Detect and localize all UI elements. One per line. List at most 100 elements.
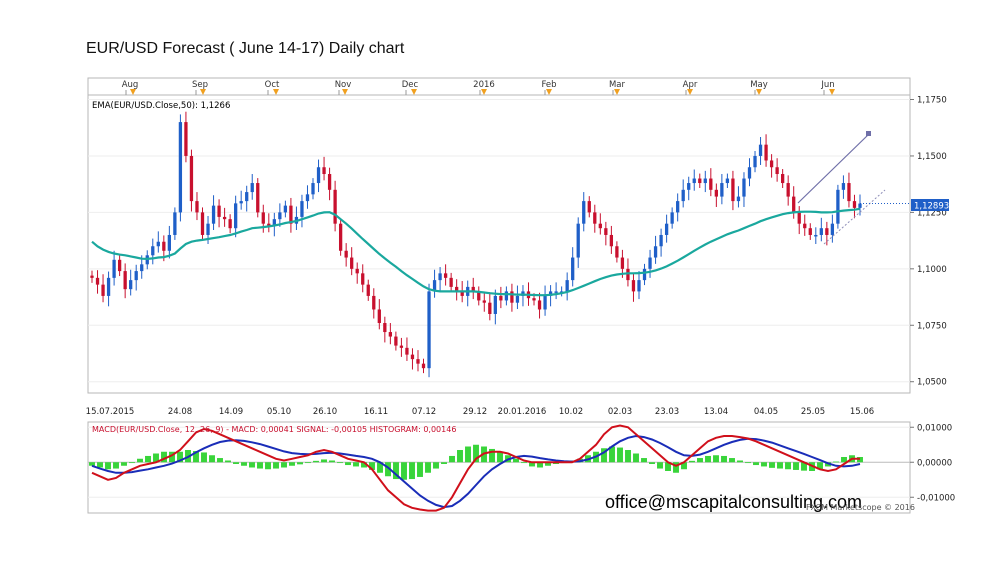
- price-plot-area: [87, 94, 911, 394]
- candle-body: [101, 284, 105, 296]
- histogram-bar: [601, 448, 607, 463]
- histogram-bar: [433, 462, 439, 469]
- candle-body: [753, 155, 757, 168]
- histogram-bar: [305, 462, 311, 464]
- event-marker[interactable]: [273, 89, 279, 95]
- date-label: 26.10: [313, 407, 337, 417]
- date-label: 04.05: [754, 407, 778, 417]
- candle-body: [316, 167, 321, 184]
- histogram-bar: [841, 457, 847, 463]
- candle-body: [642, 268, 647, 281]
- candle-body: [515, 295, 520, 303]
- candle-body: [289, 205, 293, 224]
- histogram-bar: [201, 452, 207, 463]
- histogram-bar: [209, 455, 215, 463]
- candle-body: [388, 332, 393, 337]
- candle-body: [825, 228, 829, 235]
- histogram-bar: [753, 462, 759, 466]
- candle-body: [703, 178, 707, 184]
- histogram-bar: [817, 462, 823, 470]
- histogram-bar: [313, 460, 319, 463]
- candle-body: [162, 241, 166, 251]
- candle-body: [167, 234, 171, 251]
- macd-tick-label: -0,01000: [917, 493, 955, 503]
- histogram-bar: [705, 455, 711, 463]
- histogram-bar: [97, 462, 103, 468]
- macd-tick-label: 0,00000: [917, 458, 952, 468]
- histogram-bar: [729, 458, 735, 463]
- candle-body: [786, 183, 790, 197]
- candle-body: [626, 268, 630, 281]
- candle-body: [449, 277, 453, 287]
- signal-line: [91, 434, 861, 509]
- histogram-bar: [641, 458, 647, 463]
- candle-body: [576, 223, 580, 258]
- candle-body: [217, 205, 221, 217]
- event-marker[interactable]: [200, 89, 206, 95]
- histogram-bar: [113, 462, 119, 469]
- candle-body: [117, 259, 122, 272]
- histogram-bar: [145, 455, 151, 463]
- candle-body: [808, 228, 812, 235]
- date-label: 20.01.2016: [498, 407, 547, 417]
- candle-body: [836, 189, 840, 224]
- histogram-bar: [473, 444, 479, 463]
- month-label: Sep: [192, 80, 208, 90]
- ema-legend: EMA(EUR/USD.Close,50): 1,1266: [92, 101, 230, 111]
- event-marker[interactable]: [481, 89, 487, 95]
- candle-body: [659, 234, 663, 247]
- top-axis-strip: [87, 77, 911, 96]
- candle-body: [747, 167, 752, 179]
- candle-body: [543, 295, 547, 310]
- event-marker[interactable]: [756, 89, 762, 95]
- histogram-bar: [785, 462, 791, 470]
- candle-body: [261, 212, 265, 224]
- event-marker[interactable]: [342, 89, 348, 95]
- candle-body: [587, 201, 591, 213]
- candle-body: [206, 223, 210, 235]
- macd-line: [91, 424, 860, 512]
- candle-body: [537, 300, 542, 310]
- event-marker[interactable]: [829, 89, 835, 95]
- histogram-bar: [393, 462, 399, 480]
- candle-body: [355, 268, 359, 274]
- candle-body: [455, 286, 459, 292]
- event-marker[interactable]: [130, 89, 136, 95]
- candle-body: [814, 234, 818, 237]
- histogram-bar: [217, 458, 223, 463]
- candle-body: [797, 212, 801, 224]
- candle-body: [775, 167, 779, 175]
- candle-body: [250, 183, 254, 193]
- candle-body: [676, 201, 680, 213]
- histogram-bar: [409, 462, 415, 480]
- histogram-bar: [337, 462, 343, 464]
- candle-body: [582, 201, 586, 224]
- event-marker[interactable]: [614, 89, 620, 95]
- histogram-bar: [225, 460, 231, 463]
- candle-body: [195, 201, 199, 213]
- event-marker[interactable]: [546, 89, 552, 95]
- top-time-axis: Aug Sep Oct Nov Dec 2016 Feb Mar Apr May Jun: [87, 77, 911, 96]
- price-tick-label: 1,1750: [917, 96, 947, 106]
- event-marker[interactable]: [687, 89, 693, 95]
- histogram-bar: [657, 462, 663, 469]
- candle-body: [427, 291, 431, 369]
- histogram-bar: [193, 451, 199, 463]
- macd-legend: MACD(EUR/USD.Close, 12, 26, 9) - MACD: 0…: [92, 425, 456, 434]
- candle-body: [571, 257, 575, 281]
- candle-body: [510, 291, 514, 303]
- trendline-handle[interactable]: [866, 131, 871, 136]
- histogram-bar: [161, 451, 167, 463]
- histogram-bar: [361, 462, 367, 468]
- candle-body: [742, 178, 746, 197]
- price-tick-label: 1,1000: [917, 265, 947, 275]
- candles: [90, 111, 862, 378]
- candle-body: [333, 189, 337, 224]
- event-marker[interactable]: [411, 89, 417, 95]
- price-tick-label: 1,1250: [917, 208, 947, 218]
- month-label: Dec: [402, 80, 419, 90]
- month-label: May: [750, 80, 768, 90]
- candle-body: [383, 323, 387, 333]
- candle-body: [256, 183, 260, 213]
- histogram-bar: [673, 462, 679, 473]
